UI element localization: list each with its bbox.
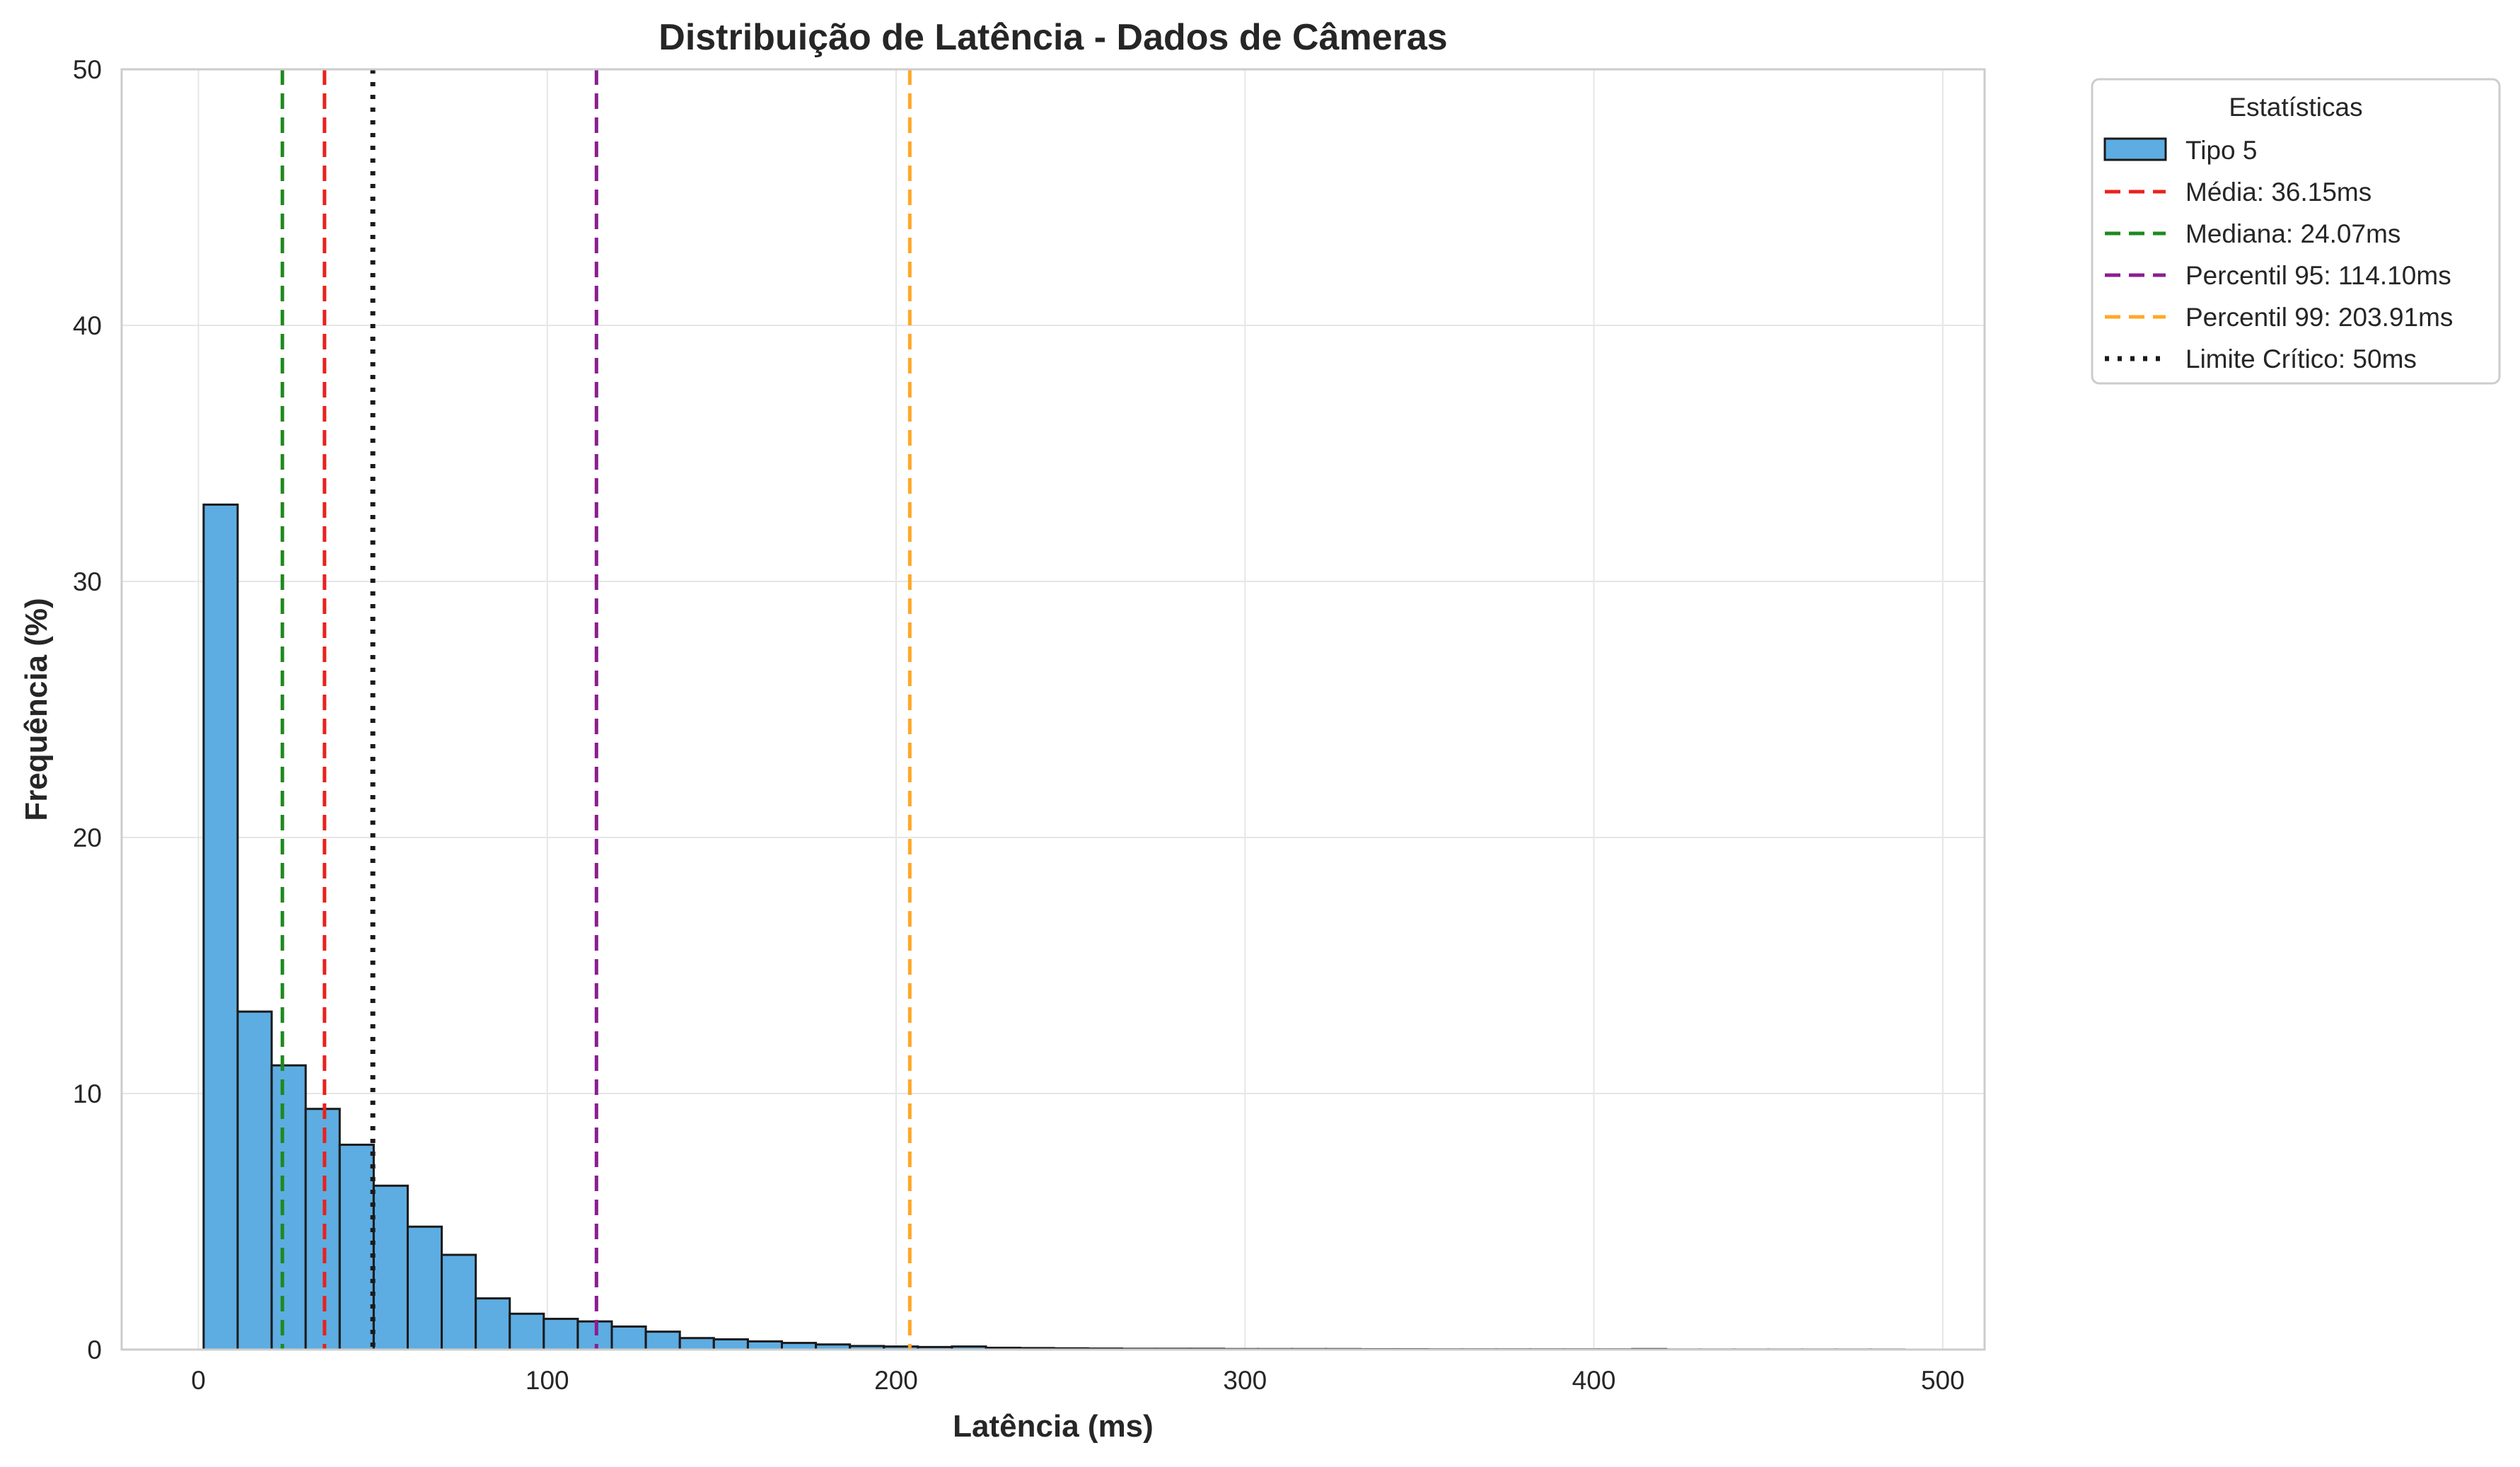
histogram-bar	[544, 1319, 578, 1350]
histogram-bar	[714, 1340, 748, 1350]
histogram-bar	[680, 1338, 714, 1350]
histogram-bar	[373, 1185, 407, 1350]
histogram-bar	[204, 504, 238, 1350]
histogram-bar	[510, 1314, 544, 1350]
histogram-bar	[339, 1144, 373, 1350]
histogram-bar	[272, 1065, 306, 1350]
legend-label: Mediana: 24.07ms	[2185, 219, 2400, 248]
legend-label: Média: 36.15ms	[2185, 178, 2371, 207]
y-tick-label: 0	[87, 1335, 102, 1364]
histogram-bar	[748, 1341, 782, 1350]
legend-label: Tipo 5	[2185, 136, 2257, 165]
histogram-bar	[646, 1332, 680, 1350]
legend: Estatísticas Tipo 5 Média: 36.15ms Mediana…	[2092, 79, 2499, 383]
x-tick-label: 300	[1223, 1366, 1267, 1395]
legend-swatch	[2105, 139, 2166, 160]
histogram-bar	[442, 1255, 476, 1350]
x-tick-label: 100	[526, 1366, 569, 1395]
y-axis-label: Frequência (%)	[19, 598, 54, 821]
histogram-bar	[476, 1299, 510, 1350]
legend-title: Estatísticas	[2229, 93, 2362, 122]
chart-title: Distribuição de Latência - Dados de Câme…	[658, 17, 1447, 58]
x-tick-label: 400	[1572, 1366, 1616, 1395]
legend-label: Percentil 95: 114.10ms	[2185, 261, 2451, 290]
x-tick-label: 500	[1921, 1366, 1965, 1395]
histogram-bar	[306, 1109, 339, 1350]
legend-label: Percentil 99: 203.91ms	[2185, 303, 2453, 332]
histogram-bar	[238, 1011, 272, 1350]
legend-label: Limite Crítico: 50ms	[2185, 344, 2417, 373]
y-tick-label: 30	[73, 567, 102, 596]
x-axis-label: Latência (ms)	[953, 1409, 1154, 1444]
y-tick-label: 10	[73, 1079, 102, 1108]
y-tick-label: 50	[73, 55, 102, 84]
y-tick-label: 40	[73, 311, 102, 340]
histogram-bar	[407, 1227, 441, 1350]
histogram-bar	[612, 1326, 646, 1350]
x-tick-label: 200	[874, 1366, 918, 1395]
x-tick-label: 0	[191, 1366, 206, 1395]
y-tick-label: 20	[73, 823, 102, 852]
